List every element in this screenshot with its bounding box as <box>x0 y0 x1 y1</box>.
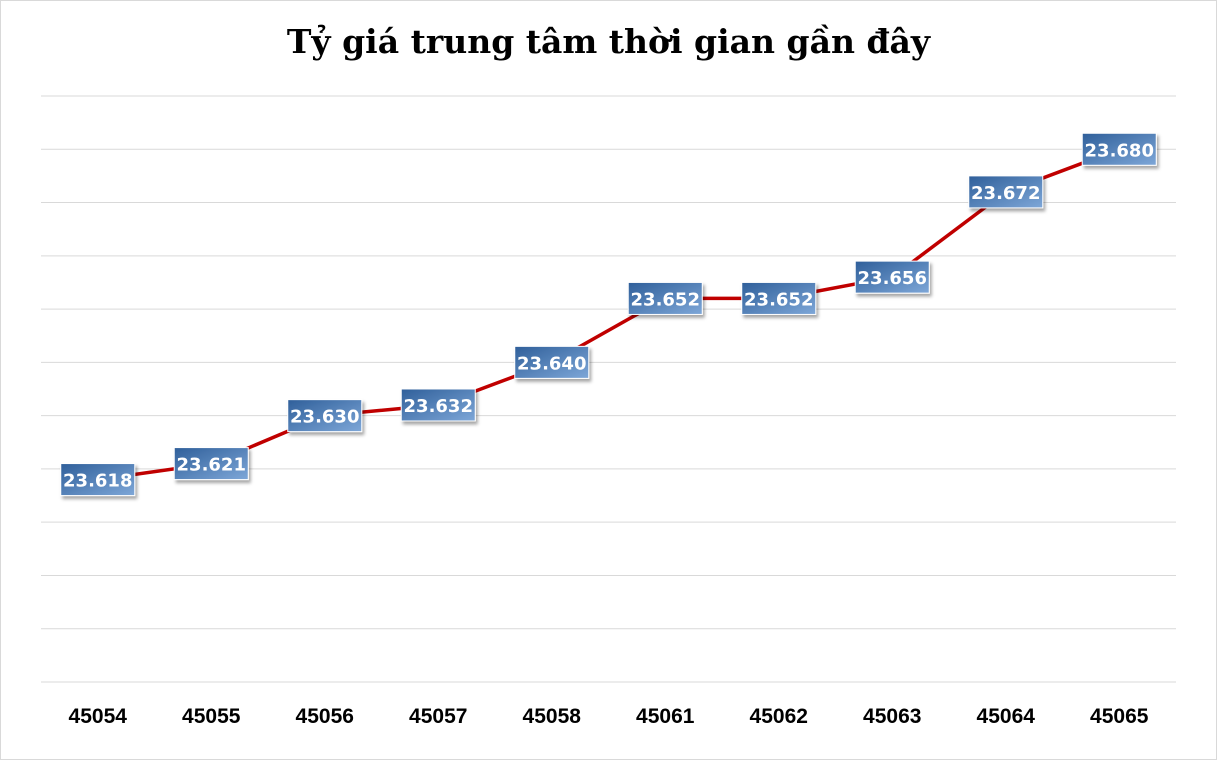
data-label-box <box>741 281 817 315</box>
x-tick-label: 45062 <box>750 705 808 728</box>
data-labels: 23.618 23.621 23.630 23.632 23.640 23.652 23.6… <box>60 132 1157 497</box>
data-label-box <box>287 399 363 433</box>
x-tick-label: 45063 <box>863 705 921 728</box>
data-label: 23.640 <box>517 353 586 374</box>
data-label: 23.652 <box>744 289 813 310</box>
data-label: 23.652 <box>631 289 700 310</box>
x-tick-label: 45064 <box>977 705 1036 728</box>
chart-title: Tỷ giá trung tâm thời gian gần đây <box>286 22 931 61</box>
data-label-box <box>854 260 930 294</box>
x-tick-label: 45054 <box>69 705 128 728</box>
x-tick-label: 45055 <box>182 705 241 728</box>
gridlines <box>41 95 1176 683</box>
data-label: 23.630 <box>290 407 359 428</box>
data-label: 23.680 <box>1085 140 1154 161</box>
data-label: 23.632 <box>404 396 473 417</box>
data-label-box <box>173 447 249 481</box>
data-label: 23.621 <box>177 455 246 476</box>
x-tick-label: 45056 <box>296 705 354 728</box>
data-label-box <box>60 463 136 497</box>
data-label: 23.656 <box>858 268 927 289</box>
data-label-box <box>968 175 1044 209</box>
series-polyline <box>97 147 1120 482</box>
x-tick-label: 45061 <box>636 705 695 728</box>
data-label-box <box>514 345 590 379</box>
series-line <box>97 147 1120 482</box>
data-label: 23.672 <box>971 183 1040 204</box>
x-tick-label: 45065 <box>1090 705 1149 728</box>
x-tick-label: 45057 <box>409 705 467 728</box>
x-axis-ticks: 45054 45055 45056 45057 45058 45061 45062 45063… <box>69 705 1149 728</box>
data-label: 23.618 <box>63 471 132 492</box>
data-label-box <box>400 388 476 422</box>
data-label-box <box>627 281 703 315</box>
data-label-box <box>1081 132 1157 166</box>
x-tick-label: 45058 <box>523 705 582 728</box>
